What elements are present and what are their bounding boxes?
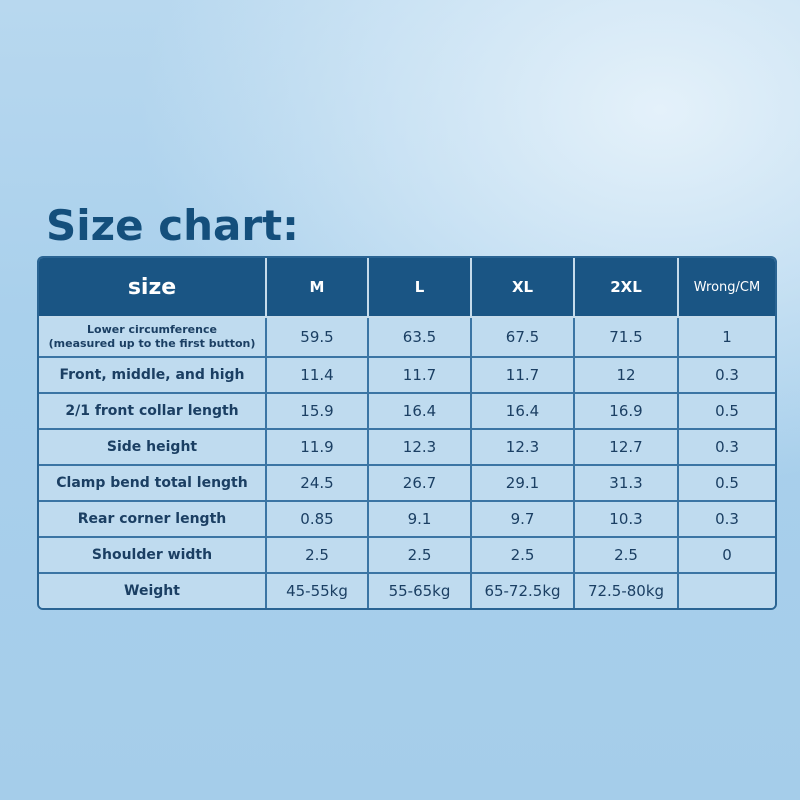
cell-l: 11.7 [367,356,472,394]
cell-m: 15.9 [265,392,369,430]
header-tolerance: Wrong/CM [677,258,775,318]
cell-l: 12.3 [367,428,472,466]
cell-xl: 2.5 [470,536,575,574]
header-m: M [265,258,369,318]
cell-l: 26.7 [367,464,472,502]
chart-title: Size chart: [46,201,299,250]
table-row: Side height 11.9 12.3 12.3 12.7 0.3 [39,428,775,466]
cell-2xl: 2.5 [573,536,679,574]
table-row: 2/1 front collar length 15.9 16.4 16.4 1… [39,392,775,430]
cell-2xl: 16.9 [573,392,679,430]
cell-2xl: 12 [573,356,679,394]
cell-2xl: 10.3 [573,500,679,538]
cell-2xl: 72.5-80kg [573,572,679,608]
cell-m: 0.85 [265,500,369,538]
cell-m: 45-55kg [265,572,369,608]
size-table: size M L XL 2XL Wrong/CM Lower circumfer… [39,258,775,608]
cell-tolerance: 0.3 [677,356,775,394]
row-label: Clamp bend total length [39,464,267,502]
cell-l: 16.4 [367,392,472,430]
cell-l: 55-65kg [367,572,472,608]
cell-xl: 16.4 [470,392,575,430]
cell-tolerance [677,572,775,608]
row-label-line1: Lower circumference [87,323,217,336]
cell-tolerance: 0.5 [677,464,775,502]
header-l: L [367,258,472,318]
cell-tolerance: 0.3 [677,500,775,538]
cell-xl: 9.7 [470,500,575,538]
row-label: 2/1 front collar length [39,392,267,430]
row-label-line2: (measured up to the first button) [48,337,256,350]
row-label: Shoulder width [39,536,267,574]
cell-m: 11.4 [265,356,369,394]
cell-l: 9.1 [367,500,472,538]
cell-m: 11.9 [265,428,369,466]
cell-tolerance: 0.5 [677,392,775,430]
table-row: Front, middle, and high 11.4 11.7 11.7 1… [39,356,775,394]
header-xl: XL [470,258,575,318]
row-label: Rear corner length [39,500,267,538]
cell-m: 59.5 [265,316,369,358]
row-label: Lower circumference (measured up to the … [39,316,267,358]
cell-xl: 12.3 [470,428,575,466]
cell-xl: 67.5 [470,316,575,358]
table-row: Rear corner length 0.85 9.1 9.7 10.3 0.3 [39,500,775,538]
cell-xl: 29.1 [470,464,575,502]
cell-xl: 11.7 [470,356,575,394]
table-row: Shoulder width 2.5 2.5 2.5 2.5 0 [39,536,775,574]
cell-tolerance: 0.3 [677,428,775,466]
cell-tolerance: 1 [677,316,775,358]
cell-xl: 65-72.5kg [470,572,575,608]
size-chart-table: size M L XL 2XL Wrong/CM Lower circumfer… [37,256,777,610]
row-label: Side height [39,428,267,466]
cell-2xl: 12.7 [573,428,679,466]
table-row: Weight 45-55kg 55-65kg 65-72.5kg 72.5-80… [39,572,775,608]
cell-l: 63.5 [367,316,472,358]
cell-m: 2.5 [265,536,369,574]
cell-l: 2.5 [367,536,472,574]
table-row: Clamp bend total length 24.5 26.7 29.1 3… [39,464,775,502]
cell-2xl: 71.5 [573,316,679,358]
row-label: Front, middle, and high [39,356,267,394]
cell-tolerance: 0 [677,536,775,574]
cell-m: 24.5 [265,464,369,502]
cell-2xl: 31.3 [573,464,679,502]
table-row: Lower circumference (measured up to the … [39,316,775,358]
header-size: size [39,258,267,318]
header-row: size M L XL 2XL Wrong/CM [39,258,775,318]
row-label: Weight [39,572,267,608]
header-2xl: 2XL [573,258,679,318]
